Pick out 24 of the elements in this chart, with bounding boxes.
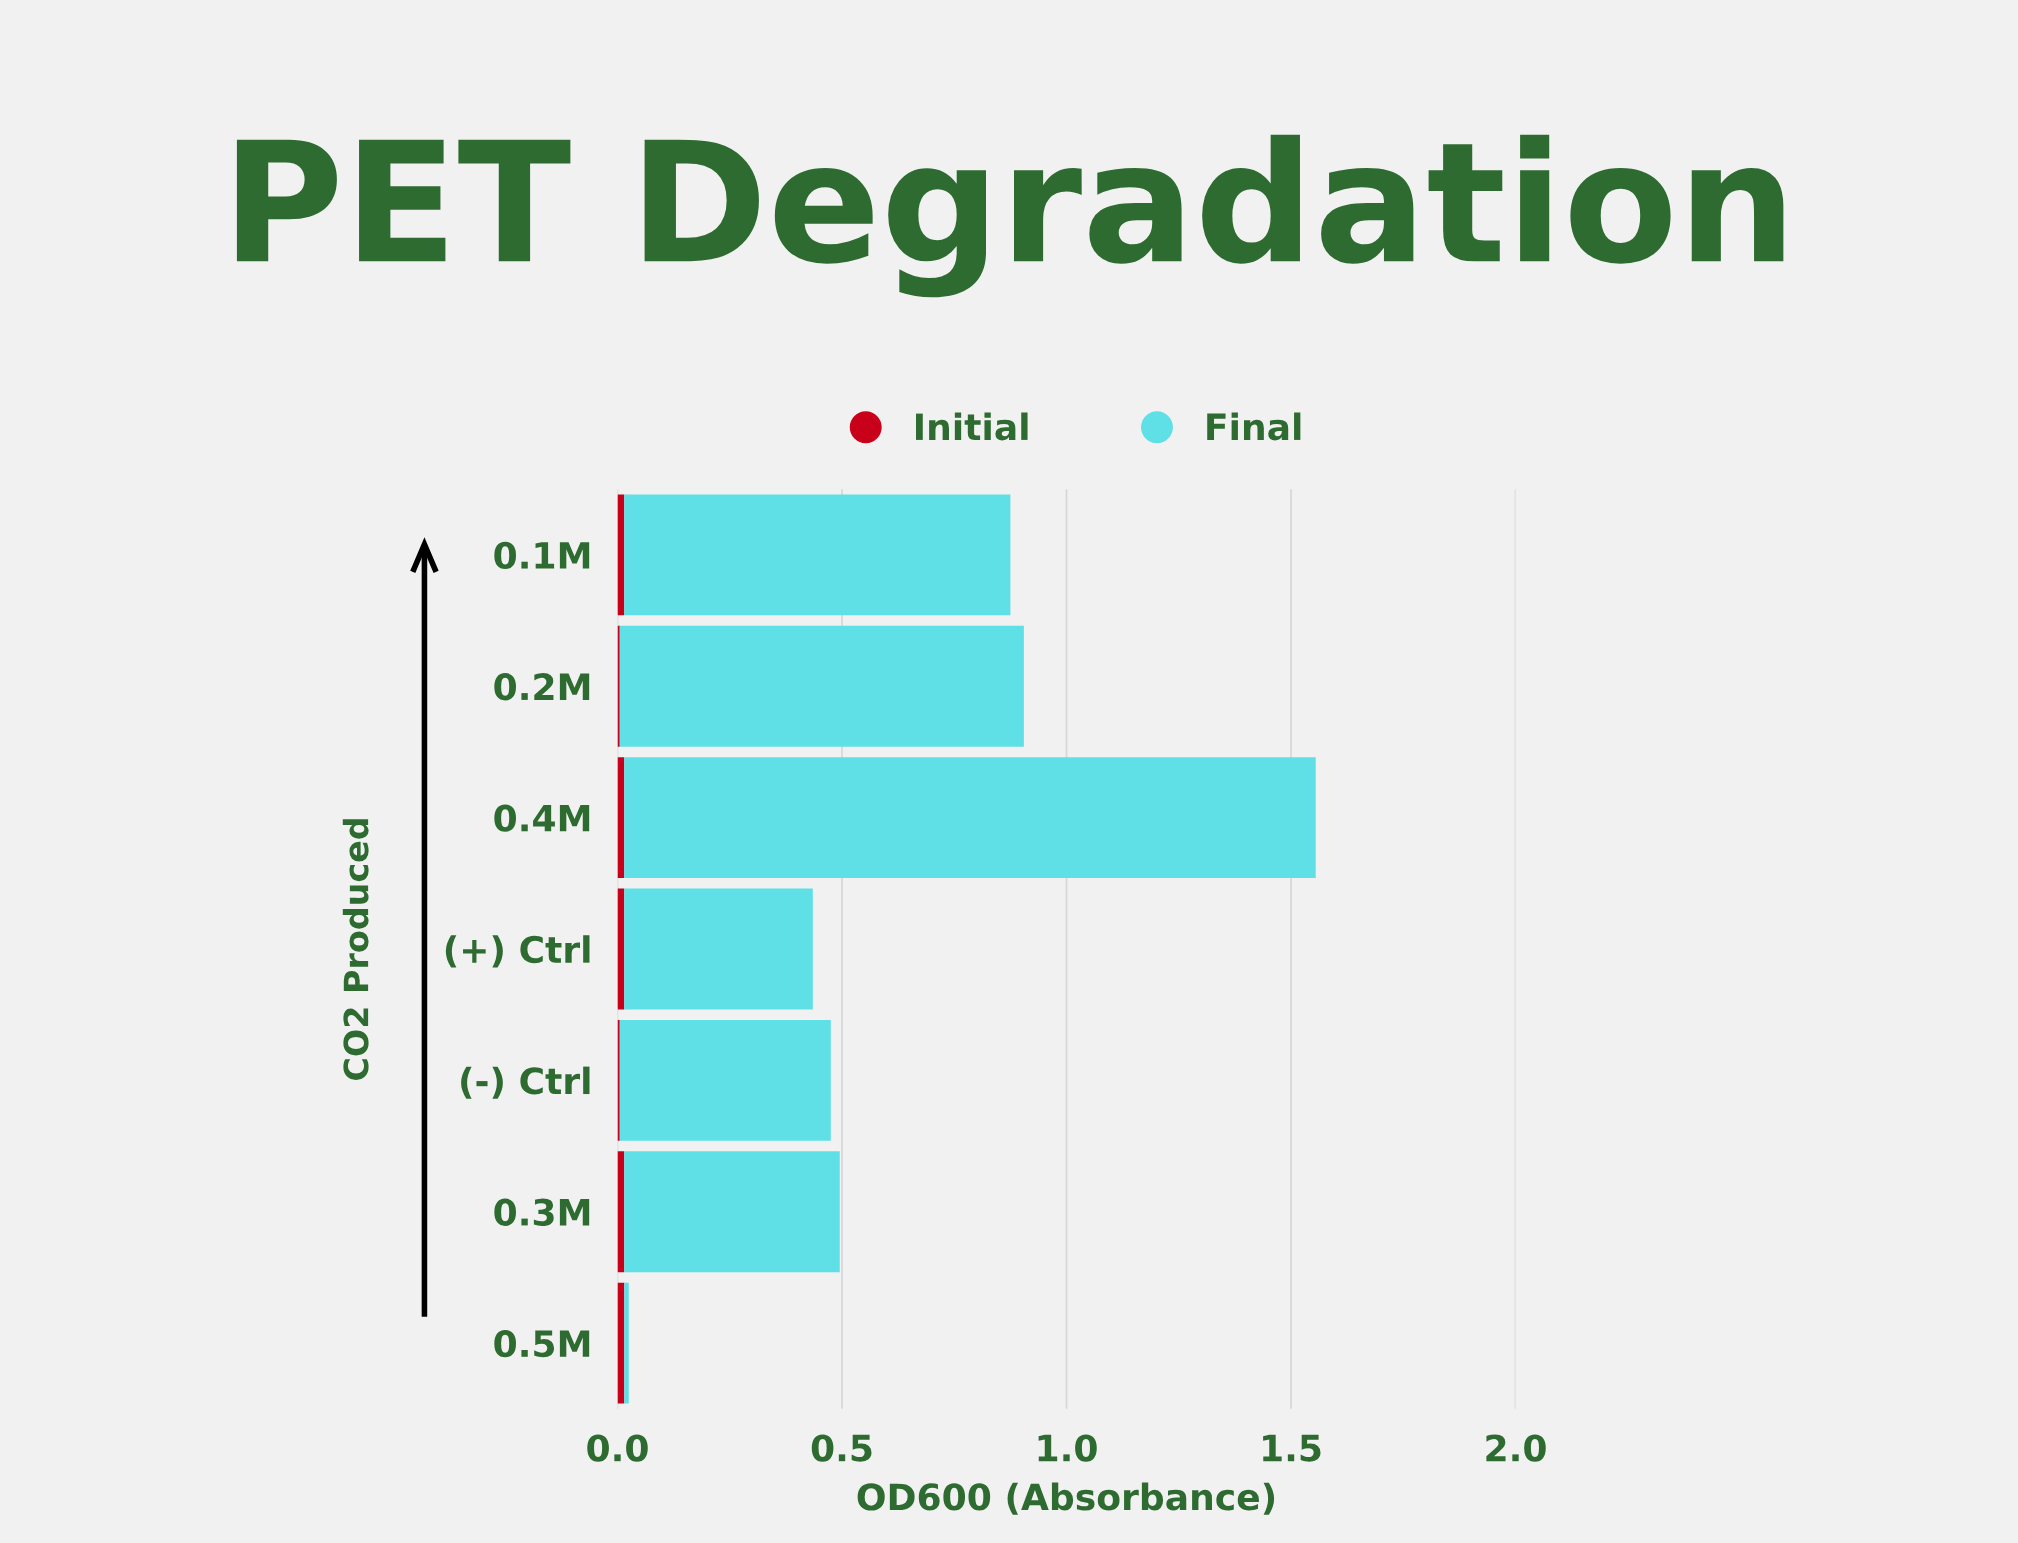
y-tick-label: 0.5M [494,1329,590,1358]
bar [624,888,813,1010]
bar [619,625,1024,747]
chart-title: PET Degradation [236,134,1784,298]
bar [624,757,1316,878]
x-tick-label: 1.5 [1263,1434,1321,1462]
y-axis-title: CO2 Produced [342,819,369,1080]
x-axis-title: OD600 (Absorbance) [857,1482,1275,1515]
bar [624,1151,840,1273]
x-tick-label: 0.5 [811,1434,872,1462]
x-tick-label: 1.0 [1038,1434,1097,1462]
bar [624,1282,629,1404]
bar [624,494,1011,616]
y-tick-label: (-) Ctrl [461,1066,590,1099]
x-tick-label: 2.0 [1486,1434,1546,1462]
y-tick-label: 0.2M [494,673,590,701]
legend-label: Initial [915,412,1028,441]
y-tick-label: 0.3M [494,1198,590,1226]
bar [619,1019,831,1141]
legend-label: Final [1207,412,1301,441]
y-tick-label: 0.1M [494,541,590,570]
y-tick-label: (+) Ctrl [445,935,590,968]
y-tick-label: 0.4M [494,804,590,832]
x-tick-label: 0.0 [587,1434,648,1462]
